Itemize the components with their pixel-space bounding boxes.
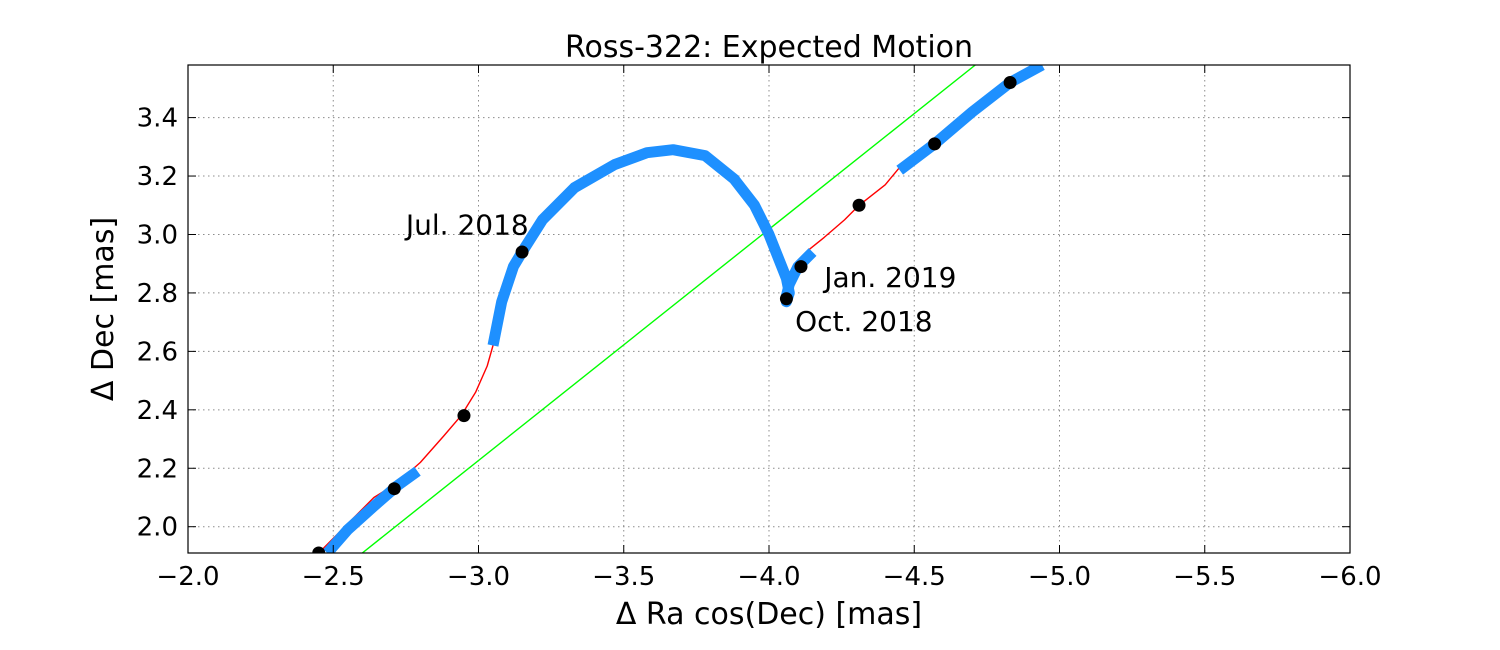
epoch-marker	[779, 292, 793, 306]
y-axis-label: Δ Dec [mas]	[86, 217, 121, 401]
epoch-markers	[312, 76, 1017, 553]
epoch-marker	[312, 546, 326, 553]
observable-segment	[323, 466, 421, 553]
linear-motion-line	[361, 65, 976, 553]
x-tick-label: −5.5	[1173, 562, 1236, 592]
x-tick-label: −2.5	[302, 562, 365, 592]
y-tick-label: 2.4	[137, 396, 178, 426]
x-tick-label: −6.0	[1318, 562, 1381, 592]
epoch-marker	[852, 198, 866, 212]
y-tick-label: 2.8	[137, 279, 178, 309]
y-tick-label: 3.2	[137, 162, 178, 192]
y-tick-label: 2.6	[137, 337, 178, 367]
observable-segment	[896, 65, 1045, 175]
annotation-label: Jul. 2018	[404, 208, 529, 241]
axis-ticks: −2.0 −2.5 −3.0 −3.5 −4.0 −4.5 −5.0 −5.5 −6.0 2.0 2…	[137, 65, 1382, 592]
y-tick-label: 3.4	[137, 104, 178, 134]
y-tick-label: 2.2	[137, 454, 178, 484]
x-tick-label: −3.0	[447, 562, 510, 592]
x-tick-label: −2.0	[156, 562, 219, 592]
annotation-label: Jan. 2019	[822, 261, 956, 294]
epoch-marker	[387, 482, 401, 496]
x-tick-label: −4.0	[737, 562, 800, 592]
grid	[188, 65, 1350, 553]
epoch-marker	[515, 245, 529, 259]
epoch-marker	[794, 260, 808, 274]
y-tick-label: 3.0	[137, 220, 178, 250]
x-axis-label: Δ Ra cos(Dec) [mas]	[616, 597, 922, 632]
annotation-label: Oct. 2018	[795, 305, 932, 338]
epoch-marker	[1003, 76, 1017, 90]
annotations: Jul. 2018 Oct. 2018 Jan. 2019	[404, 208, 957, 337]
x-tick-label: −4.5	[883, 562, 946, 592]
x-tick-label: −3.5	[592, 562, 655, 592]
epoch-marker	[928, 137, 942, 151]
epoch-marker	[457, 409, 471, 423]
y-tick-label: 2.0	[137, 513, 178, 543]
x-tick-label: −5.0	[1028, 562, 1091, 592]
chart-title: Ross-322: Expected Motion	[565, 30, 973, 65]
